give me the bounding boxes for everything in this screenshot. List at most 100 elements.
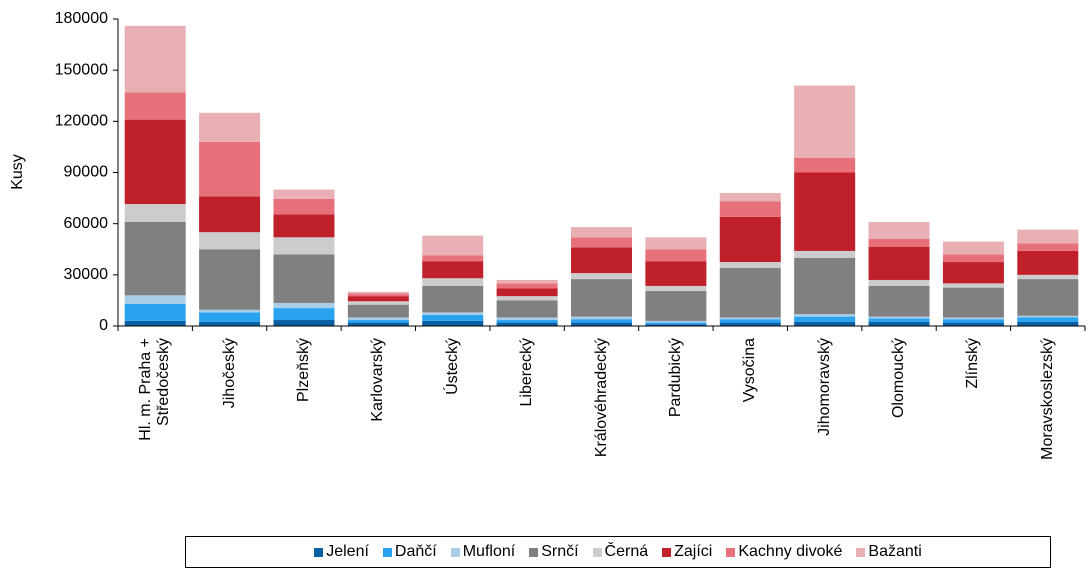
bar-segment (794, 85, 856, 159)
bar-segment (347, 320, 409, 323)
bar-segment (645, 249, 707, 262)
x-tick-label: Vysočina (741, 338, 759, 403)
legend-swatch (592, 547, 602, 557)
bar-segment (124, 295, 186, 304)
bar-segment (199, 112, 261, 142)
bar-segment (868, 279, 930, 286)
legend-label: Kachny divoké (738, 543, 843, 560)
bar-segment (942, 283, 1004, 288)
bar-segment (794, 316, 856, 322)
bar-segment (496, 279, 558, 284)
x-tick-label: Královéhradecký (592, 338, 610, 458)
legend-item: Bažanti (856, 543, 922, 561)
legend-label: Mufloní (462, 543, 516, 560)
bar-segment (571, 227, 632, 238)
legend-swatch (450, 547, 460, 557)
bar-segment (422, 255, 484, 262)
bar-segment (273, 302, 335, 309)
legend-label: Černá (604, 543, 649, 560)
bar-segment (571, 322, 632, 326)
bar-segment (942, 322, 1004, 326)
legend-swatch (662, 547, 672, 557)
legend-label: Zajíci (674, 543, 713, 560)
y-tick-label: 120000 (55, 113, 108, 130)
bar-segment (124, 303, 186, 321)
bar-segment (942, 254, 1004, 263)
bar-segment (645, 237, 707, 250)
legend: Jelení Daňčí Mufloní Srnčí Černá Zajíci Kachny… (185, 536, 1051, 568)
bar-segment (347, 304, 409, 318)
bar-segment (1017, 317, 1079, 322)
bar-segment (124, 204, 186, 222)
bar-segment (571, 319, 632, 323)
legend-label: Srnčí (541, 543, 579, 560)
bar-segment (496, 296, 558, 301)
bar-segment (422, 314, 484, 321)
bar-segment (422, 278, 484, 286)
bar-segment (645, 324, 707, 326)
bar-segment (496, 300, 558, 318)
bar-segment (273, 189, 335, 199)
bar-segment (794, 257, 856, 315)
bar-segment (199, 232, 261, 250)
bar-segment (347, 291, 409, 294)
legend-swatch (382, 547, 392, 557)
bar-segment (496, 288, 558, 297)
bar-segment (719, 192, 781, 202)
x-tick-label: Plzeňský (294, 338, 312, 403)
bar-segment (645, 261, 707, 286)
bar-segment (273, 320, 335, 326)
bar-segment (571, 279, 632, 317)
legend-swatch (529, 547, 539, 557)
bar-segment (794, 172, 856, 251)
bar-segment (1017, 250, 1079, 275)
bar-segment (719, 319, 781, 323)
bar-segment (571, 316, 632, 320)
x-tick-label: Olomoucký (890, 338, 908, 419)
bar-segment (719, 322, 781, 326)
x-tick-label: Karlovarský (369, 338, 387, 422)
legend-item: Mufloní (450, 543, 516, 561)
bar-segment (794, 314, 856, 317)
bar-segment (942, 241, 1004, 255)
bar-segment (422, 320, 484, 326)
bar-segment (199, 309, 261, 313)
bar-segment (496, 283, 558, 289)
legend-swatch (856, 547, 866, 557)
legend-swatch (726, 547, 736, 557)
x-tick-label: Ústecký (443, 338, 461, 395)
bar-segment (719, 317, 781, 320)
bar-segment (199, 141, 261, 197)
x-tick-label: Pardubický (666, 338, 684, 418)
legend-swatch (314, 547, 324, 557)
legend-label: Daňčí (394, 543, 437, 560)
bar-segment (1017, 274, 1079, 280)
bar-segment (794, 158, 856, 173)
y-tick-label: 180000 (55, 10, 108, 27)
bar-segment (645, 320, 707, 323)
bar-segment (942, 262, 1004, 284)
bar-segment (199, 312, 261, 322)
legend-label: Bažanti (868, 543, 922, 560)
bar-segment (571, 237, 632, 248)
bar-segment (868, 239, 930, 247)
bar-segment (1017, 229, 1079, 244)
bar-segment (942, 317, 1004, 320)
bar-segment (719, 201, 781, 217)
y-tick-label: 30000 (64, 266, 109, 283)
bar-segment (794, 321, 856, 326)
bar-segment (273, 237, 335, 255)
bar-segment (942, 287, 1004, 318)
bar-segment (571, 247, 632, 274)
bar-segment (422, 261, 484, 279)
y-tick-label: 150000 (55, 61, 108, 78)
bar-segment (199, 321, 261, 326)
bar-segment (124, 320, 186, 326)
x-tick-label: Hl. m. Praha + Středočeský (137, 338, 173, 441)
y-tick-label: 60000 (64, 215, 109, 232)
bar-segment (719, 268, 781, 318)
bar-segment (347, 322, 409, 326)
x-tick-label: Jihomoravský (815, 338, 833, 436)
bar-segment (868, 316, 930, 319)
